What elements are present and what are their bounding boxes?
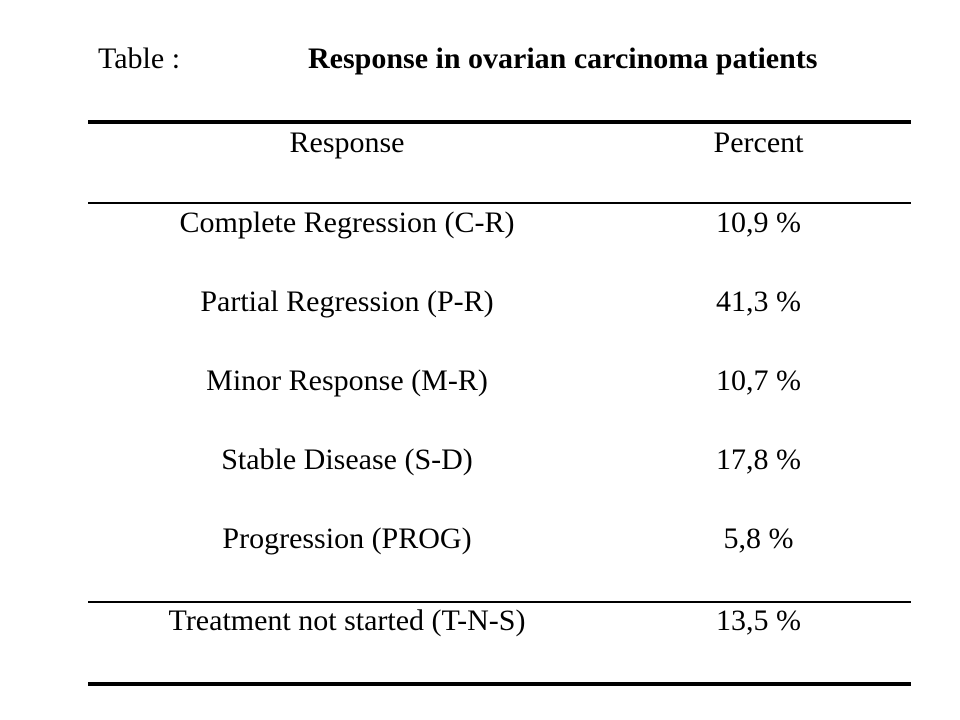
row-percent: 13,5 % bbox=[716, 604, 801, 637]
row-percent: 5,8 % bbox=[723, 522, 794, 555]
header-percent: Percent bbox=[713, 126, 804, 159]
row-response: Partial Regression (P-R) bbox=[200, 285, 494, 318]
row-percent: 10,9 % bbox=[716, 206, 801, 239]
table-caption: Table : Response in ovarian carcinoma pat… bbox=[98, 44, 817, 74]
row-percent: 17,8 % bbox=[716, 443, 801, 476]
total-rule bbox=[88, 601, 911, 603]
top-rule bbox=[88, 120, 911, 124]
row-response: Progression (PROG) bbox=[222, 522, 472, 555]
caption-title: Response in ovarian carcinoma patients bbox=[308, 42, 818, 75]
header-rule bbox=[88, 202, 911, 204]
row-response: Minor Response (M-R) bbox=[206, 364, 488, 397]
row-percent: 41,3 % bbox=[716, 285, 801, 318]
caption-label: Table : bbox=[98, 42, 181, 75]
row-response: Treatment not started (T-N-S) bbox=[168, 604, 526, 637]
bottom-rule bbox=[88, 682, 911, 686]
row-percent: 10,7 % bbox=[716, 364, 801, 397]
row-response: Stable Disease (S-D) bbox=[221, 443, 473, 476]
header-response: Response bbox=[289, 126, 405, 159]
row-response: Complete Regression (C-R) bbox=[179, 206, 515, 239]
